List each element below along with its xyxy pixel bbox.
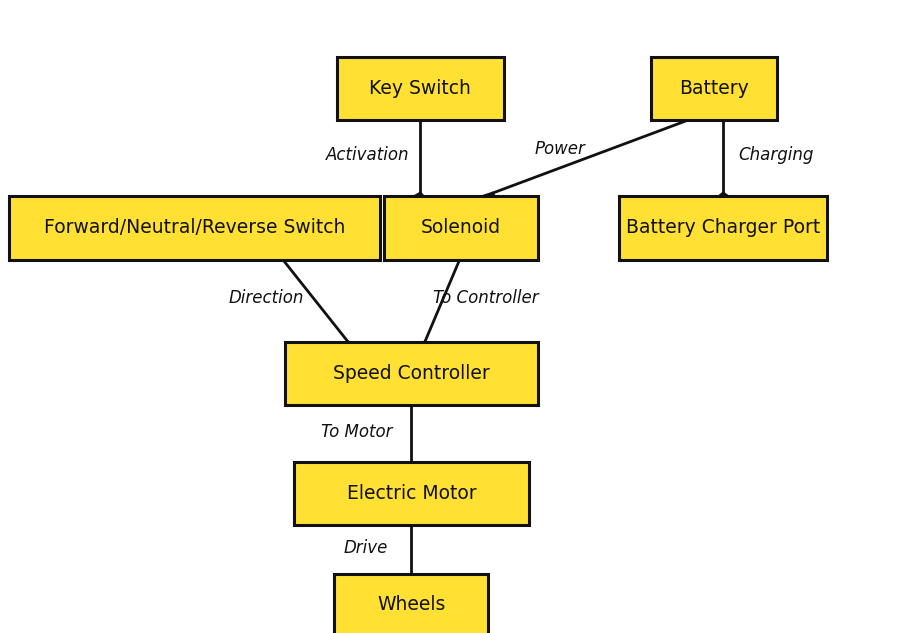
- Text: Direction: Direction: [228, 289, 304, 306]
- FancyBboxPatch shape: [284, 342, 537, 405]
- Text: Battery: Battery: [678, 79, 749, 98]
- FancyBboxPatch shape: [650, 57, 777, 120]
- Text: Speed Controller: Speed Controller: [332, 364, 489, 383]
- FancyBboxPatch shape: [9, 196, 379, 260]
- Text: Forward/Neutral/Reverse Switch: Forward/Neutral/Reverse Switch: [43, 218, 345, 237]
- FancyBboxPatch shape: [384, 196, 537, 260]
- Text: Charging: Charging: [737, 146, 813, 164]
- Text: Battery Charger Port: Battery Charger Port: [626, 218, 819, 237]
- Text: To Motor: To Motor: [321, 423, 393, 441]
- FancyBboxPatch shape: [293, 462, 528, 525]
- Text: Electric Motor: Electric Motor: [346, 484, 476, 503]
- Text: To Controller: To Controller: [433, 289, 537, 306]
- Text: Drive: Drive: [343, 539, 388, 557]
- FancyBboxPatch shape: [619, 196, 826, 260]
- FancyBboxPatch shape: [337, 57, 504, 120]
- Text: Activation: Activation: [326, 146, 409, 164]
- Text: Solenoid: Solenoid: [421, 218, 500, 237]
- Text: Key Switch: Key Switch: [369, 79, 470, 98]
- FancyBboxPatch shape: [334, 575, 488, 633]
- Text: Power: Power: [535, 140, 585, 158]
- Text: Wheels: Wheels: [377, 595, 445, 614]
